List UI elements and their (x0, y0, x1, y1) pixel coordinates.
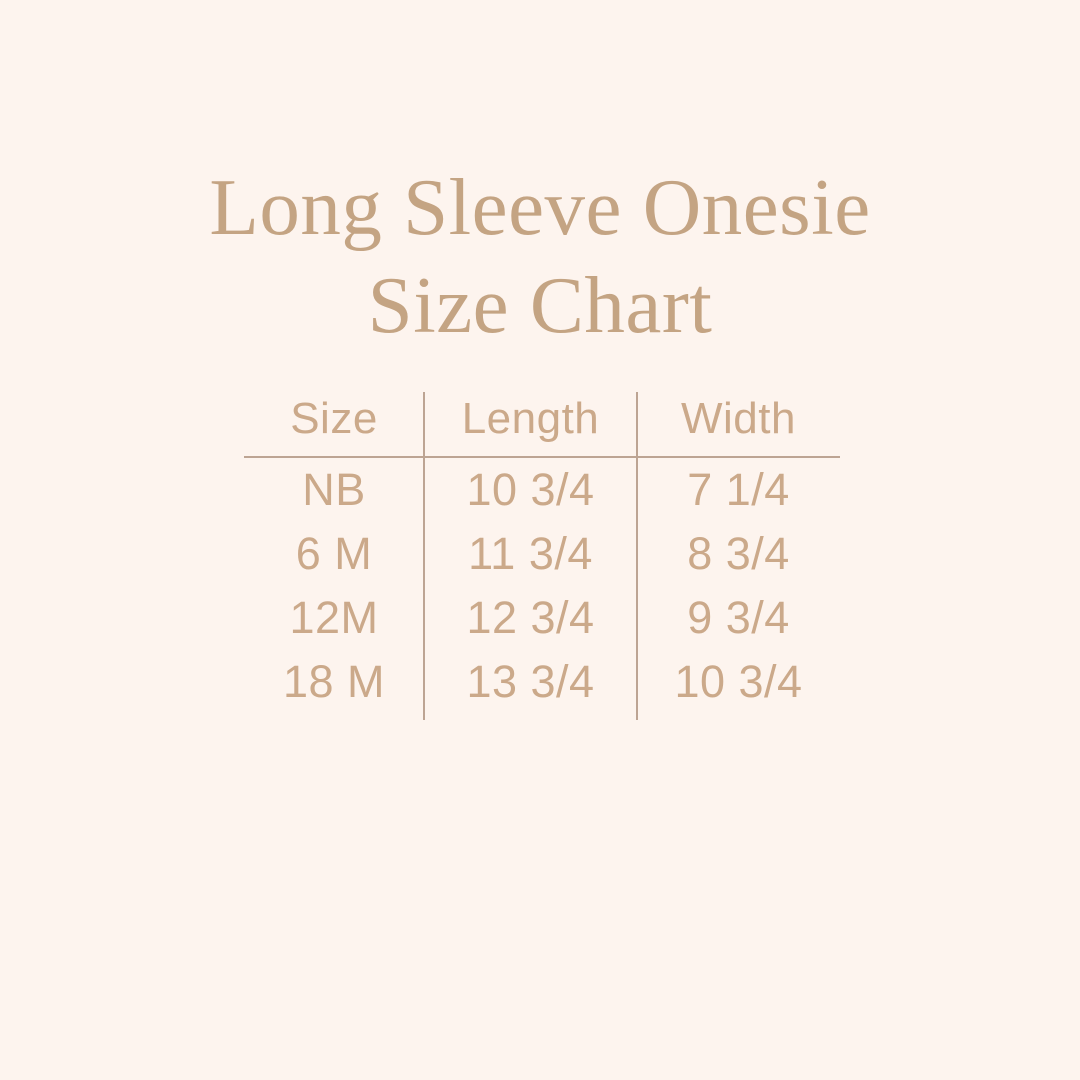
table-row-size: 12M (289, 592, 379, 643)
column-header-size: Size (290, 393, 378, 443)
size-chart-grid: Size Length Width NB 10 3/4 7 1/4 6 M 11… (244, 386, 840, 722)
table-row-length: 10 3/4 (466, 464, 595, 515)
table-row-size: NB (302, 464, 366, 515)
table-row-size: 6 M (295, 528, 373, 579)
table-row-length: 11 3/4 (468, 528, 593, 579)
table-row-width: 7 1/4 (687, 464, 790, 515)
table-row-width: 9 3/4 (687, 592, 790, 643)
header-divider-rule (244, 456, 840, 458)
size-chart-table: Size Length Width NB 10 3/4 7 1/4 6 M 11… (244, 386, 840, 722)
column-divider-1 (423, 392, 425, 720)
column-header-width: Width (681, 393, 796, 443)
column-header-length: Length (461, 393, 600, 443)
table-row-length: 12 3/4 (466, 592, 595, 643)
table-row-width: 10 3/4 (674, 656, 803, 707)
page-title-line-1: Long Sleeve Onesie (209, 162, 871, 252)
page-title-line-2: Size Chart (367, 260, 713, 350)
table-row-width: 8 3/4 (687, 528, 790, 579)
page-title: Long Sleeve Onesie Size Chart (0, 158, 1080, 354)
table-row-size: 18 M (282, 656, 386, 707)
table-row-length: 13 3/4 (466, 656, 595, 707)
column-divider-2 (636, 392, 638, 720)
